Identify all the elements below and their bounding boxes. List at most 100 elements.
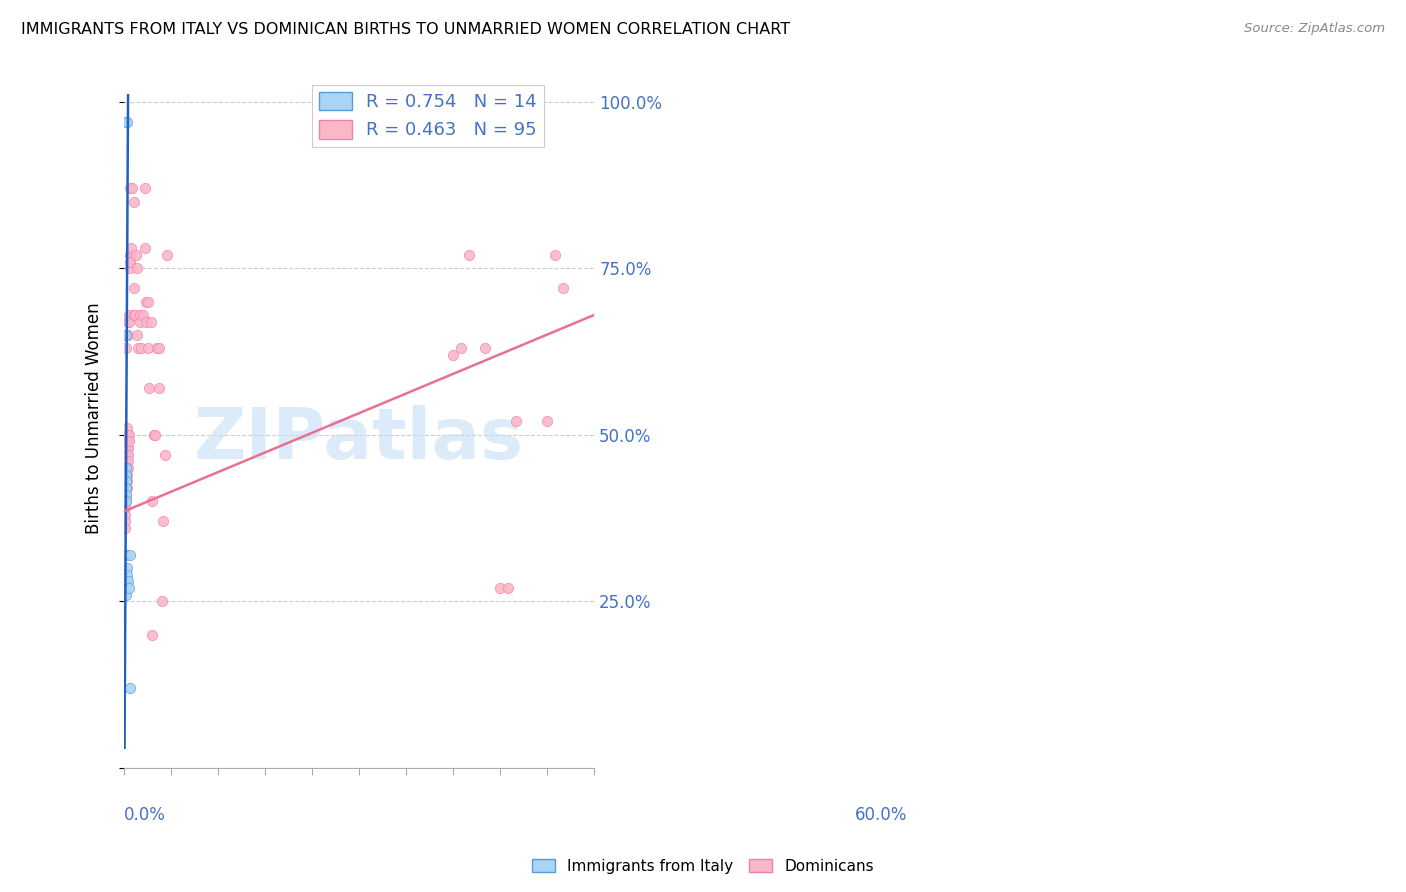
Point bbox=[114, 481, 136, 495]
Point bbox=[141, 494, 163, 508]
Point bbox=[117, 314, 139, 328]
Point bbox=[146, 341, 169, 355]
Legend: Immigrants from Italy, Dominicans: Immigrants from Italy, Dominicans bbox=[526, 853, 880, 880]
Point bbox=[115, 475, 138, 489]
Point bbox=[136, 294, 159, 309]
Point bbox=[117, 427, 139, 442]
Point bbox=[115, 461, 138, 475]
Point bbox=[496, 581, 519, 595]
Point bbox=[117, 441, 139, 455]
Point bbox=[114, 574, 136, 589]
Point bbox=[118, 181, 141, 195]
Point bbox=[114, 494, 136, 508]
Point bbox=[117, 461, 139, 475]
Point bbox=[551, 281, 574, 295]
Point bbox=[544, 248, 567, 262]
Point bbox=[118, 314, 141, 328]
Text: 0.0%: 0.0% bbox=[124, 806, 166, 824]
Point bbox=[148, 381, 170, 395]
Point bbox=[117, 434, 139, 449]
Point bbox=[115, 448, 138, 462]
Point bbox=[114, 508, 136, 522]
Point bbox=[489, 581, 512, 595]
Point bbox=[114, 475, 136, 489]
Point bbox=[145, 427, 167, 442]
Point bbox=[114, 461, 136, 475]
Point bbox=[115, 481, 138, 495]
Text: IMMIGRANTS FROM ITALY VS DOMINICAN BIRTHS TO UNMARRIED WOMEN CORRELATION CHART: IMMIGRANTS FROM ITALY VS DOMINICAN BIRTH… bbox=[21, 22, 790, 37]
Point bbox=[114, 494, 136, 508]
Point bbox=[117, 441, 139, 455]
Point bbox=[117, 475, 139, 489]
Point bbox=[117, 561, 139, 575]
Point bbox=[121, 181, 143, 195]
Point bbox=[117, 434, 139, 449]
Point bbox=[135, 314, 157, 328]
Point bbox=[114, 327, 136, 342]
Point bbox=[114, 521, 136, 535]
Point bbox=[115, 454, 138, 468]
Point bbox=[120, 248, 142, 262]
Point bbox=[156, 248, 179, 262]
Point bbox=[136, 341, 159, 355]
Point bbox=[115, 434, 138, 449]
Point bbox=[117, 454, 139, 468]
Point bbox=[115, 115, 138, 129]
Point bbox=[120, 241, 142, 255]
Point bbox=[115, 441, 138, 455]
Point bbox=[124, 308, 146, 322]
Point bbox=[117, 421, 139, 435]
Point bbox=[115, 475, 138, 489]
Point bbox=[115, 494, 138, 508]
Point bbox=[138, 381, 160, 395]
Point bbox=[122, 194, 145, 209]
Point bbox=[115, 467, 138, 482]
Point bbox=[117, 448, 139, 462]
Point bbox=[457, 248, 479, 262]
Point bbox=[125, 248, 148, 262]
Point bbox=[114, 488, 136, 502]
Point bbox=[118, 254, 141, 268]
Point bbox=[114, 341, 136, 355]
Point bbox=[115, 427, 138, 442]
Point bbox=[139, 314, 162, 328]
Text: Source: ZipAtlas.com: Source: ZipAtlas.com bbox=[1244, 22, 1385, 36]
Point bbox=[114, 481, 136, 495]
Point bbox=[114, 475, 136, 489]
Point bbox=[118, 434, 141, 449]
Point bbox=[124, 281, 146, 295]
Point bbox=[115, 481, 138, 495]
Point bbox=[117, 327, 139, 342]
Point bbox=[117, 574, 139, 589]
Point bbox=[115, 327, 138, 342]
Point bbox=[114, 588, 136, 602]
Legend: R = 0.754   N = 14, R = 0.463   N = 95: R = 0.754 N = 14, R = 0.463 N = 95 bbox=[312, 85, 544, 146]
Point bbox=[114, 514, 136, 528]
Point bbox=[117, 454, 139, 468]
Point bbox=[115, 488, 138, 502]
Point bbox=[117, 567, 139, 582]
Point bbox=[128, 308, 150, 322]
Point bbox=[134, 181, 156, 195]
Text: 60.0%: 60.0% bbox=[855, 806, 908, 824]
Point bbox=[127, 341, 149, 355]
Point bbox=[115, 494, 138, 508]
Text: ZIPatlas: ZIPatlas bbox=[194, 405, 524, 474]
Point bbox=[120, 254, 142, 268]
Point bbox=[152, 514, 174, 528]
Point bbox=[117, 467, 139, 482]
Point bbox=[115, 461, 138, 475]
Point bbox=[474, 341, 496, 355]
Point bbox=[536, 414, 558, 428]
Point bbox=[135, 294, 157, 309]
Point bbox=[142, 427, 165, 442]
Point bbox=[114, 441, 136, 455]
Point bbox=[153, 448, 176, 462]
Point bbox=[120, 681, 142, 695]
Point bbox=[148, 341, 170, 355]
Point bbox=[115, 488, 138, 502]
Point bbox=[150, 594, 173, 608]
Point bbox=[118, 261, 141, 276]
Point bbox=[117, 481, 139, 495]
Point bbox=[117, 461, 139, 475]
